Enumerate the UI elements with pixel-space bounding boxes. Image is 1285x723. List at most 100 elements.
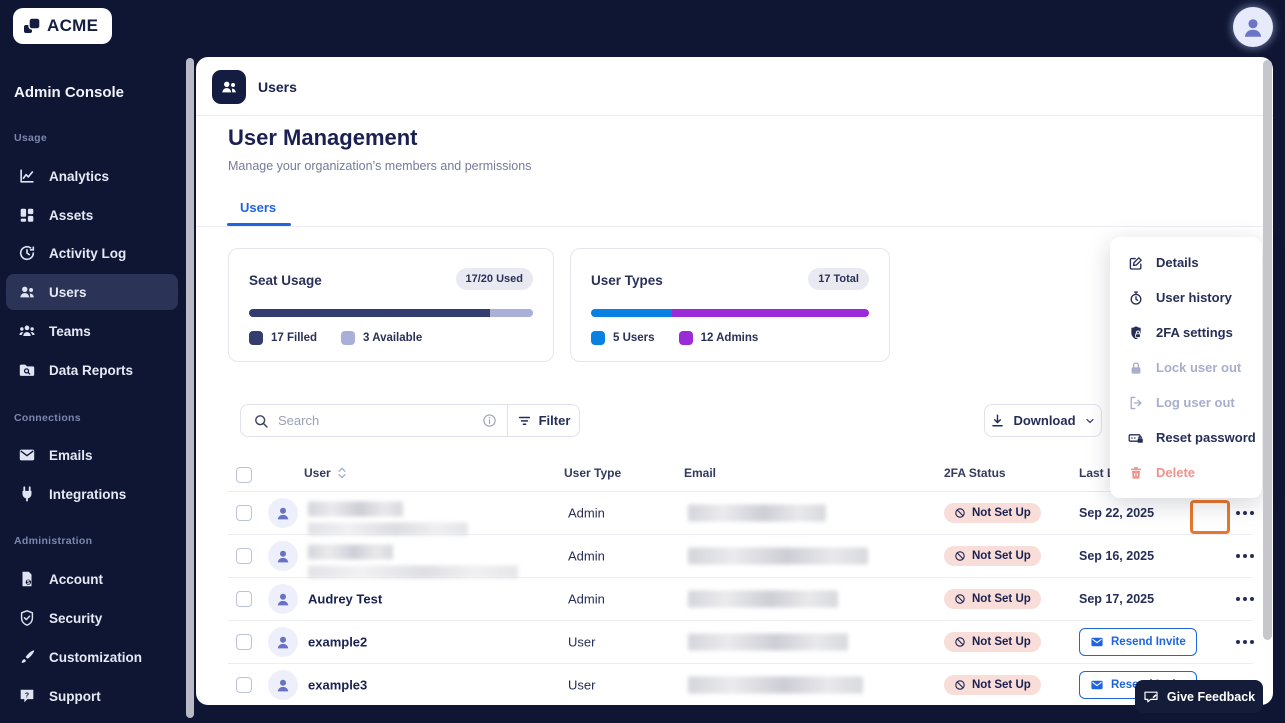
menu-item-2fa-settings[interactable]: 2FA settings xyxy=(1110,315,1262,350)
content-scrollbar[interactable] xyxy=(1263,60,1272,640)
row-checkbox[interactable] xyxy=(236,634,252,650)
menu-item-lock-user-out[interactable]: Lock user out xyxy=(1110,350,1262,385)
not-set-up-icon xyxy=(955,551,965,561)
search-icon xyxy=(255,414,268,428)
download-icon xyxy=(992,414,1004,427)
filter-button[interactable]: Filter xyxy=(507,405,579,436)
legend-available-swatch xyxy=(341,331,356,345)
history-icon xyxy=(1130,290,1142,305)
column-user[interactable]: User xyxy=(304,466,348,480)
filter-icon xyxy=(518,416,530,425)
sidebar-item-account[interactable]: $ Account xyxy=(6,561,178,597)
integrations-icon xyxy=(22,486,32,502)
acme-logo[interactable]: ACME xyxy=(13,8,113,44)
sidebar-item-activity-log[interactable]: Activity Log xyxy=(6,235,178,271)
row-actions-button[interactable] xyxy=(1230,505,1260,521)
legend-users: 5 Users xyxy=(591,331,655,345)
resend-invite-button[interactable]: Resend Invite xyxy=(1079,628,1197,656)
not-set-up-icon xyxy=(955,637,965,647)
avatar xyxy=(268,498,298,528)
user-types-bar xyxy=(591,309,869,317)
search-box[interactable] xyxy=(241,405,507,436)
column-user-type[interactable]: User Type xyxy=(564,466,622,480)
person-icon xyxy=(1244,19,1262,37)
search-filter-group: Filter xyxy=(240,404,580,437)
menu-item-user-history[interactable]: User history xyxy=(1110,280,1262,315)
account-avatar[interactable] xyxy=(1233,7,1273,47)
last-login-value: Sep 22, 2025 xyxy=(1079,506,1155,520)
table-row: Admin Not Set Up Sep 16, 2025 xyxy=(228,535,1254,579)
seat-available-segment xyxy=(490,309,533,317)
menu-item-reset-password[interactable]: Reset password xyxy=(1110,420,1262,455)
redacted-user-subtext xyxy=(308,565,518,579)
redacted-email xyxy=(688,676,863,693)
tab-users[interactable]: Users xyxy=(240,200,277,215)
row-checkbox[interactable] xyxy=(236,591,252,607)
row-actions-button[interactable] xyxy=(1230,634,1260,650)
legend-filled: 17 Filled xyxy=(249,331,317,345)
sort-icon xyxy=(338,467,346,479)
legend-filled-swatch xyxy=(249,331,263,345)
search-input[interactable] xyxy=(278,413,473,428)
last-login-value: Sep 17, 2025 xyxy=(1079,592,1155,606)
sidebar-item-customization[interactable]: Customization xyxy=(6,639,178,675)
admins-segment xyxy=(671,309,869,317)
user-types-card: User Types 17 Total 5 Users 12 Admins xyxy=(570,248,890,362)
page-subtitle: Manage your organization’s members and p… xyxy=(228,159,532,173)
column-email[interactable]: Email xyxy=(684,466,717,480)
row-checkbox[interactable] xyxy=(236,676,252,693)
support-icon: ? xyxy=(20,689,34,703)
analytics-icon xyxy=(20,169,34,183)
row-checkbox[interactable] xyxy=(236,548,252,564)
row-checkbox[interactable] xyxy=(236,505,252,521)
row-actions-button[interactable] xyxy=(1230,591,1260,607)
row-actions-button[interactable] xyxy=(1230,548,1260,564)
select-all-checkbox[interactable] xyxy=(236,467,252,483)
sidebar-item-analytics[interactable]: Analytics xyxy=(6,158,178,194)
lock-icon xyxy=(1131,361,1141,374)
menu-item-details[interactable]: Details xyxy=(1110,245,1262,280)
give-feedback-button[interactable]: Give Feedback xyxy=(1135,680,1263,713)
column-2fa-status[interactable]: 2FA Status xyxy=(944,466,1006,480)
twofa-shield-icon xyxy=(1131,325,1141,339)
page-title: User Management xyxy=(228,125,418,150)
sidebar-item-users[interactable]: Users xyxy=(6,274,178,310)
legend-admins: 12 Admins xyxy=(678,331,758,345)
users-icon xyxy=(20,286,34,298)
table-row: example3 User Not Set Up Resend Invite xyxy=(228,663,1254,706)
sidebar-item-data-reports[interactable]: Data Reports xyxy=(6,352,178,388)
sidebar-item-integrations[interactable]: Integrations xyxy=(6,476,178,512)
seat-filled-segment xyxy=(249,309,491,317)
header-divider xyxy=(196,115,1273,116)
sidebar-item-support[interactable]: ? Support xyxy=(6,678,178,714)
person-icon xyxy=(277,507,289,520)
edit-icon xyxy=(1129,256,1142,270)
user-type-value: Admin xyxy=(568,548,605,564)
user-name: example2 xyxy=(308,634,368,650)
panel-title: Users xyxy=(258,79,297,95)
user-name: Audrey Test xyxy=(308,591,383,607)
logout-icon xyxy=(1130,396,1142,409)
user-type-value: Admin xyxy=(568,591,605,607)
avatar xyxy=(268,627,298,657)
person-icon xyxy=(277,593,289,606)
sidebar-scrollbar[interactable] xyxy=(186,58,194,718)
sidebar-item-assets[interactable]: Assets xyxy=(6,197,178,233)
chevron-down-icon xyxy=(1085,418,1094,423)
info-icon[interactable] xyxy=(482,413,497,428)
teams-icon xyxy=(19,325,35,336)
customization-icon xyxy=(21,650,35,663)
menu-item-delete[interactable]: Delete xyxy=(1110,455,1262,490)
feedback-icon xyxy=(1144,691,1158,702)
sidebar-item-security[interactable]: Security xyxy=(6,600,178,636)
sidebar-item-teams[interactable]: Teams xyxy=(6,313,178,349)
sidebar-section-usage: Usage xyxy=(14,132,48,144)
seat-usage-bar xyxy=(249,309,533,317)
download-button[interactable]: Download xyxy=(984,404,1102,437)
sidebar-section-connections: Connections xyxy=(14,412,81,424)
twofa-status-badge: Not Set Up xyxy=(944,589,1041,609)
acme-logo-text: ACME xyxy=(47,16,99,35)
sidebar-item-emails[interactable]: Emails xyxy=(6,437,178,473)
menu-item-log-user-out[interactable]: Log user out xyxy=(1110,385,1262,420)
sidebar-title: Admin Console xyxy=(14,84,125,101)
